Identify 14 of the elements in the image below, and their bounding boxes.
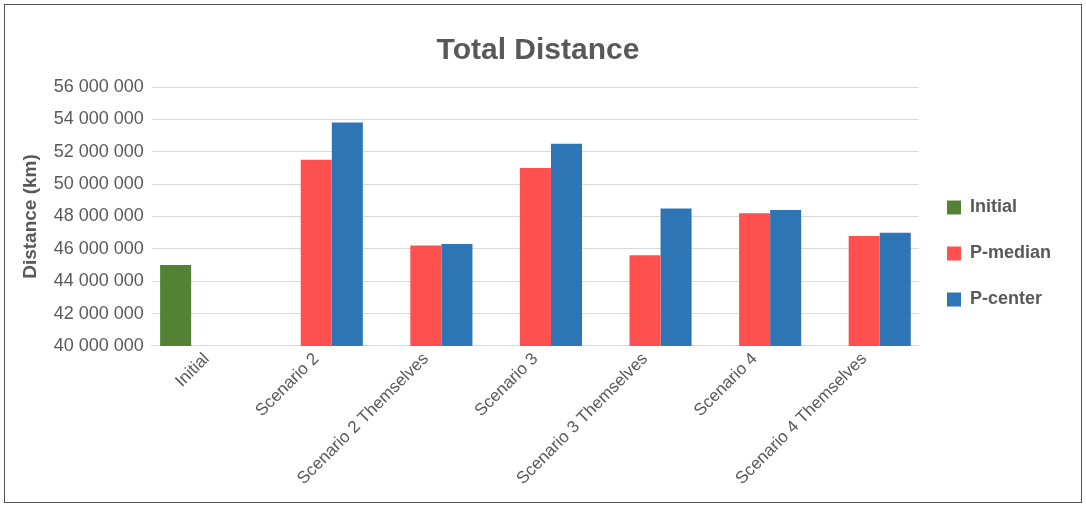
legend-label: Initial bbox=[969, 196, 1017, 217]
y-tick-label: 50 000 000 bbox=[53, 173, 144, 194]
y-tick-label: 44 000 000 bbox=[53, 270, 144, 291]
y-tick-label: 40 000 000 bbox=[53, 334, 144, 355]
y-tick-label: 42 000 000 bbox=[53, 302, 144, 323]
legend-label: P-median bbox=[969, 242, 1052, 263]
y-tick-label: 52 000 000 bbox=[53, 140, 144, 161]
chart-title: Total Distance bbox=[436, 32, 640, 66]
y-axis-title: Distance (km) bbox=[18, 154, 40, 279]
y-tick-label: 56 000 000 bbox=[53, 75, 144, 96]
y-tick-label: 46 000 000 bbox=[53, 237, 144, 258]
legend-label: P-center bbox=[969, 288, 1043, 309]
y-tick-label: 54 000 000 bbox=[53, 108, 144, 129]
y-tick-label: 48 000 000 bbox=[53, 205, 144, 226]
